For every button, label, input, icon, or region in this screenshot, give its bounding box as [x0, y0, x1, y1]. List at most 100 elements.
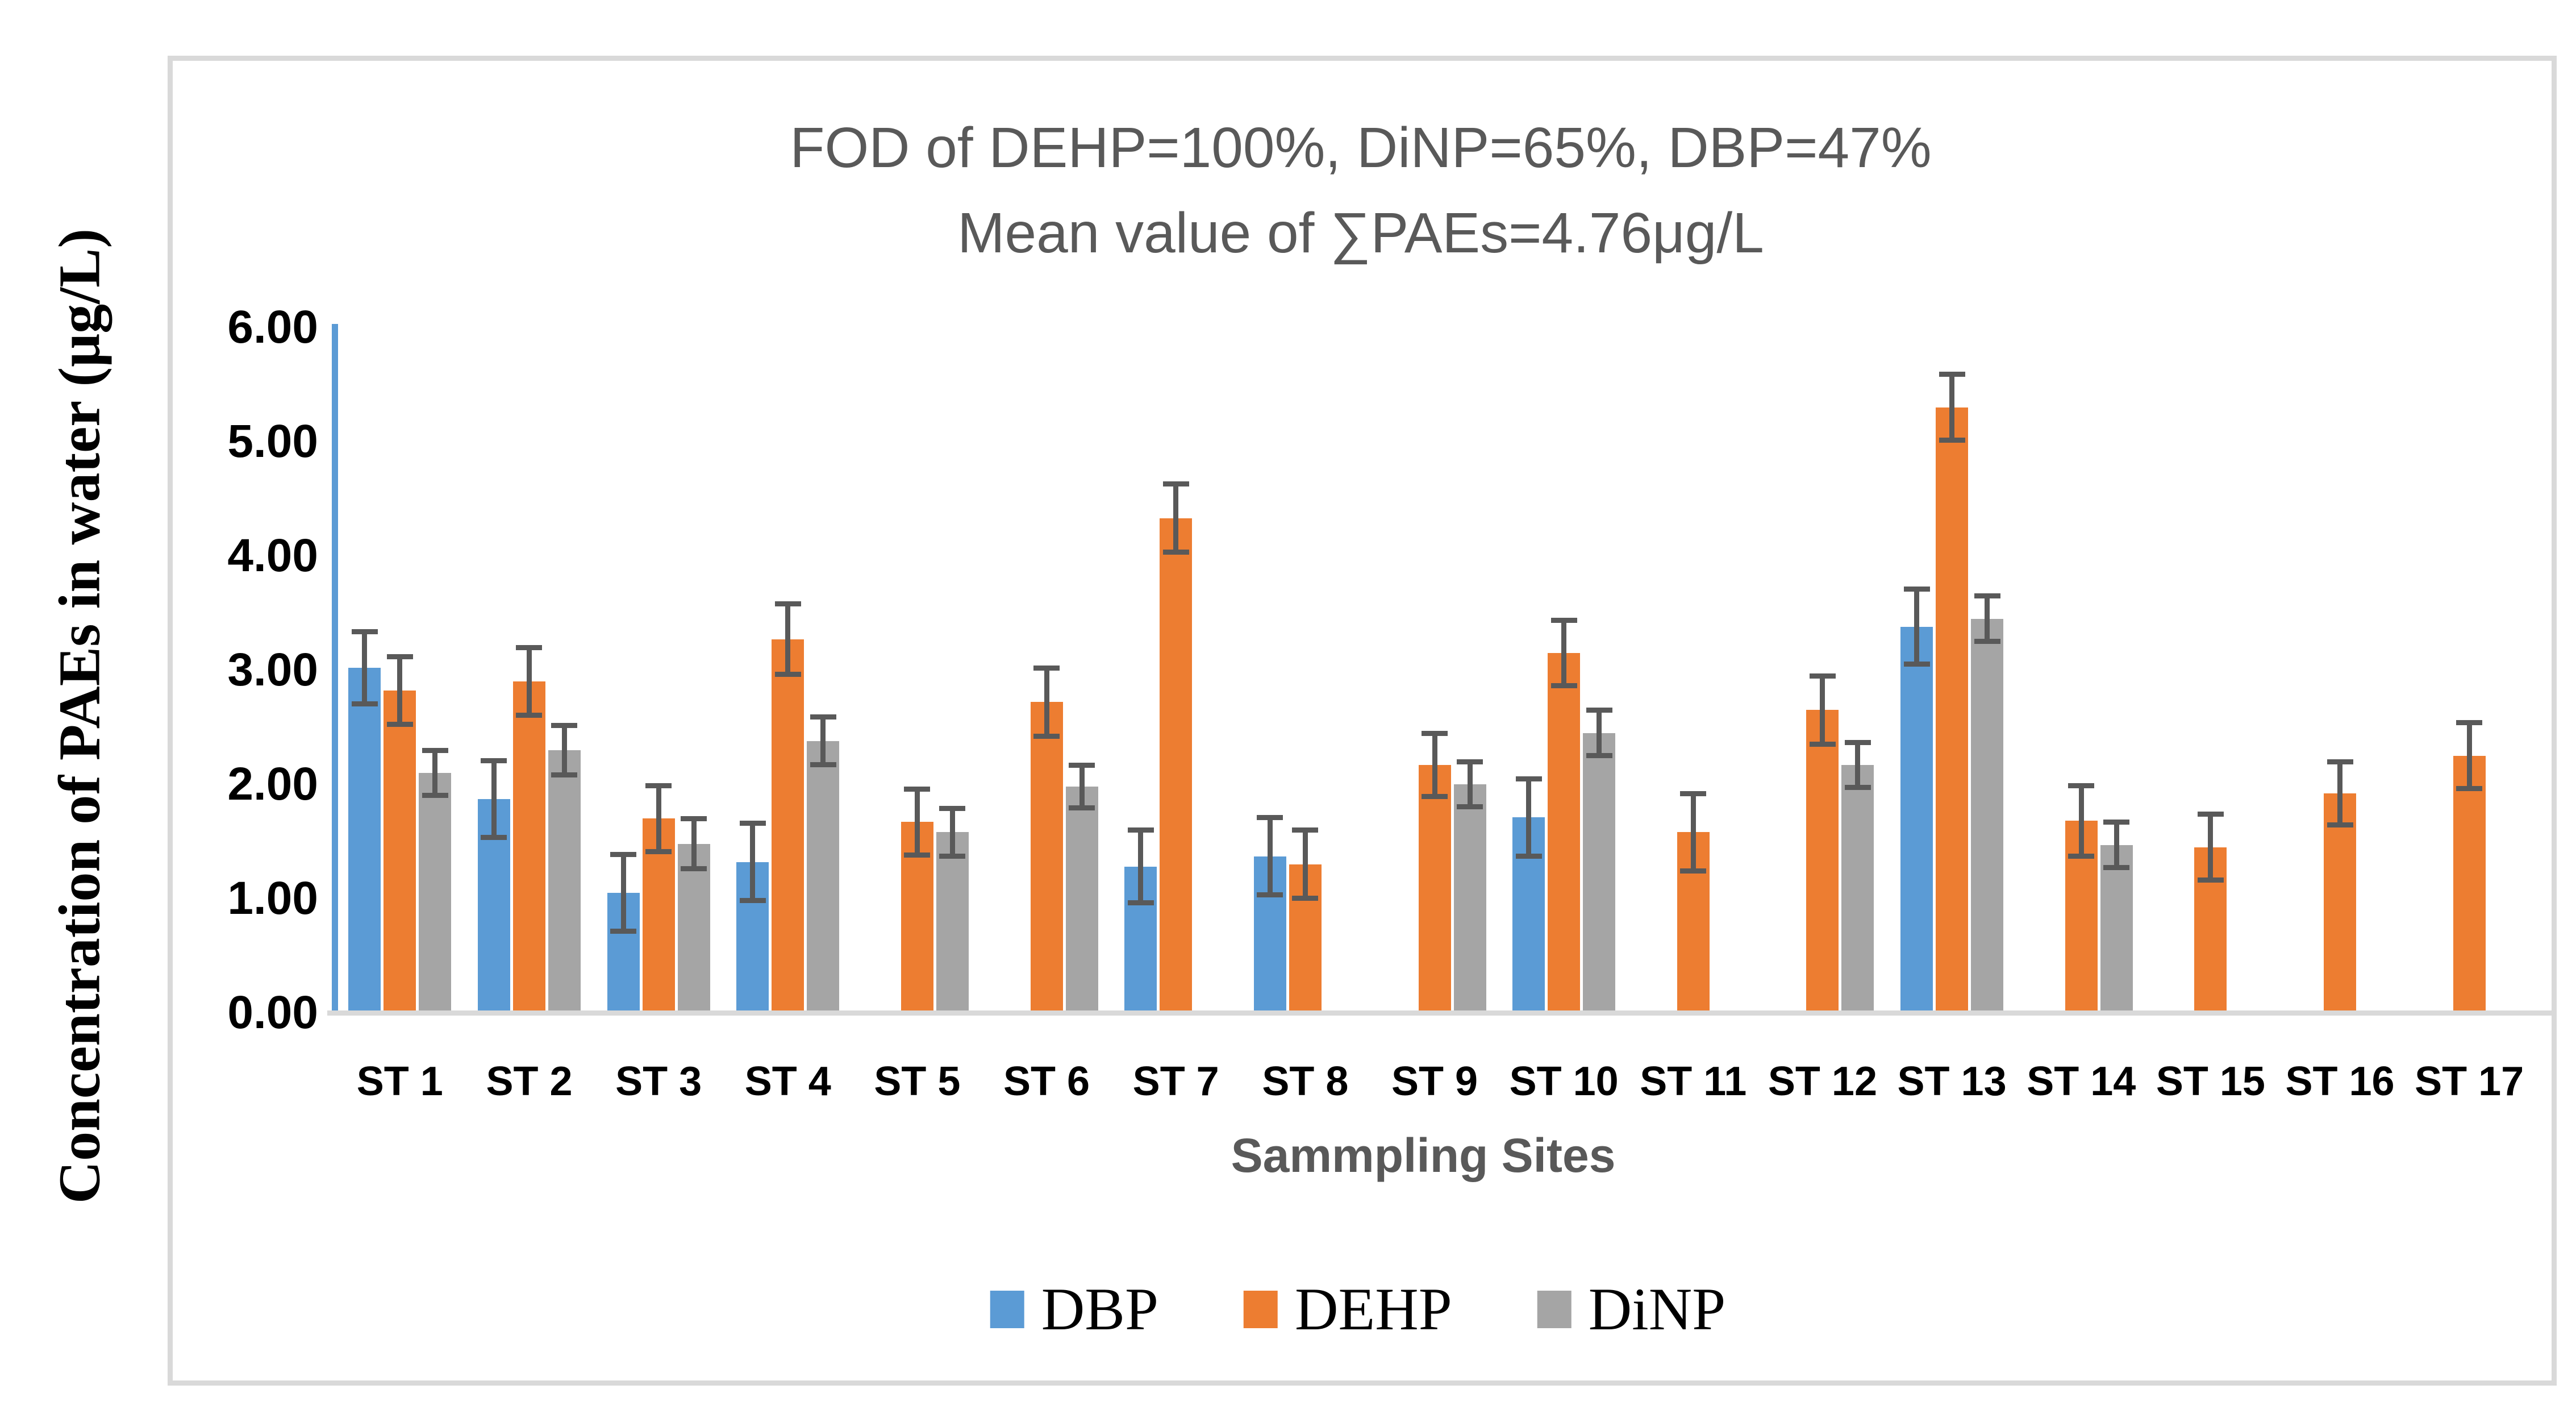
error-bar-cap-bottom-DiNP-ST-10: [1586, 752, 1612, 758]
error-bar-cap-bottom-DiNP-ST-4: [810, 762, 836, 767]
y-tick-label-6.00: 6.00: [227, 301, 318, 353]
x-tick-label-ST-8: ST 8: [1262, 1059, 1349, 1104]
error-bar-cap-top-DEHP-ST-17: [2456, 720, 2483, 726]
error-bar-cap-bottom-DBP-ST-1: [351, 701, 378, 707]
x-tick-label-ST-2: ST 2: [486, 1059, 573, 1104]
bar-DEHP-ST-12: [1806, 710, 1839, 1015]
x-tick-label-ST-13: ST 13: [1897, 1059, 2007, 1104]
x-tick-label-ST-15: ST 15: [2156, 1059, 2265, 1104]
error-bar-cap-bottom-DiNP-ST-2: [551, 772, 578, 777]
x-axis-title: Sammpling Sites: [1231, 1129, 1616, 1182]
error-bar-stem-DEHP-ST-11: [1690, 796, 1696, 869]
bar-DEHP-ST-16: [2324, 793, 2357, 1015]
error-bar-cap-bottom-DEHP-ST-3: [645, 849, 672, 854]
error-bar-cap-top-DiNP-ST-5: [939, 806, 966, 812]
error-bar-cap-bottom-DiNP-ST-13: [1974, 638, 2000, 644]
x-tick-label-ST-16: ST 16: [2285, 1059, 2395, 1104]
error-bar-cap-bottom-DEHP-ST-9: [1422, 794, 1448, 800]
error-bar-cap-top-DEHP-ST-6: [1033, 666, 1060, 671]
error-bar-stem-DBP-ST-10: [1526, 780, 1532, 854]
error-bar-cap-top-DiNP-ST-1: [422, 747, 448, 753]
y-tick-label-3.00: 3.00: [227, 644, 318, 696]
x-tick-label-ST-10: ST 10: [1509, 1059, 1619, 1104]
error-bar-stem-DEHP-ST-3: [656, 788, 661, 850]
error-bar-stem-DEHP-ST-5: [914, 791, 920, 853]
error-bar-stem-DEHP-ST-1: [397, 658, 403, 723]
error-bar-cap-top-DEHP-ST-2: [516, 644, 543, 650]
error-bar-cap-bottom-DBP-ST-10: [1515, 853, 1542, 859]
bar-DiNP-ST-13: [1971, 618, 2004, 1015]
error-bar-stem-DBP-ST-2: [491, 762, 497, 836]
error-bar-cap-top-DBP-ST-4: [739, 821, 766, 826]
error-bar-stem-DiNP-ST-1: [432, 752, 438, 794]
error-bar-cap-top-DEHP-ST-11: [1680, 791, 1707, 797]
bar-DEHP-ST-13: [1936, 407, 1969, 1015]
error-bar-cap-top-DiNP-ST-3: [681, 816, 707, 822]
error-bar-stem-DBP-ST-1: [362, 633, 368, 702]
error-bar-cap-top-DiNP-ST-10: [1586, 708, 1612, 713]
error-bar-stem-DEHP-ST-8: [1302, 832, 1308, 896]
error-bar-stem-DEHP-ST-7: [1173, 486, 1179, 550]
error-bar-cap-bottom-DEHP-ST-5: [904, 852, 931, 858]
error-bar-cap-top-DiNP-ST-9: [1457, 759, 1483, 764]
error-bar-cap-bottom-DBP-ST-8: [1257, 892, 1283, 897]
error-bar-stem-DEHP-ST-6: [1044, 670, 1049, 734]
error-bar-cap-bottom-DEHP-ST-17: [2456, 786, 2483, 792]
x-tick-label-ST-9: ST 9: [1391, 1059, 1478, 1104]
error-bar-cap-bottom-DEHP-ST-12: [1809, 741, 1836, 747]
error-bar-cap-top-DEHP-ST-8: [1292, 827, 1319, 833]
error-bar-stem-DEHP-ST-16: [2337, 763, 2343, 824]
bar-DEHP-ST-17: [2453, 755, 2486, 1015]
x-tick-label-ST-3: ST 3: [615, 1059, 702, 1104]
y-tick-label-4.00: 4.00: [227, 530, 318, 581]
error-bar-cap-top-DEHP-ST-5: [904, 787, 931, 792]
legend-swatch-DBP: [990, 1291, 1024, 1328]
bar-DEHP-ST-7: [1160, 518, 1193, 1015]
legend-swatch-DEHP: [1243, 1291, 1278, 1328]
error-bar-cap-bottom-DEHP-ST-11: [1680, 868, 1707, 874]
error-bar-cap-top-DBP-ST-7: [1127, 827, 1154, 833]
x-tick-label-ST-7: ST 7: [1132, 1059, 1219, 1104]
bar-DiNP-ST-1: [419, 772, 452, 1015]
error-bar-cap-bottom-DBP-ST-4: [739, 898, 766, 903]
legend-item-DBP: DBP: [990, 1275, 1158, 1344]
y-tick-label-2.00: 2.00: [227, 758, 318, 810]
error-bar-cap-top-DEHP-ST-3: [645, 783, 672, 789]
error-bar-cap-bottom-DEHP-ST-4: [774, 672, 801, 677]
error-bar-cap-bottom-DBP-ST-2: [481, 835, 507, 841]
bar-DiNP-ST-12: [1841, 764, 1874, 1015]
error-bar-cap-top-DBP-ST-2: [481, 758, 507, 763]
error-bar-cap-bottom-DBP-ST-7: [1127, 900, 1154, 906]
error-bar-stem-DBP-ST-13: [1914, 591, 1920, 662]
error-bar-stem-DiNP-ST-2: [561, 727, 567, 773]
error-bar-cap-top-DEHP-ST-1: [386, 654, 413, 659]
x-tick-label-ST-6: ST 6: [1003, 1059, 1090, 1104]
error-bar-cap-top-DEHP-ST-15: [2197, 812, 2224, 817]
error-bar-cap-bottom-DEHP-ST-15: [2197, 877, 2224, 883]
error-bar-stem-DiNP-ST-9: [1467, 763, 1473, 805]
error-bar-stem-DiNP-ST-10: [1597, 712, 1602, 754]
error-bar-cap-bottom-DEHP-ST-7: [1162, 549, 1189, 555]
bar-DBP-ST-13: [1900, 626, 1933, 1015]
error-bar-stem-DEHP-ST-12: [1820, 678, 1825, 742]
x-tick-label-ST-5: ST 5: [874, 1059, 961, 1104]
error-bar-cap-top-DiNP-ST-4: [810, 714, 836, 720]
error-bar-stem-DBP-ST-4: [750, 825, 756, 899]
y-tick-label-5.00: 5.00: [227, 415, 318, 467]
error-bar-stem-DBP-ST-8: [1267, 820, 1273, 893]
chart-title-line1: FOD of DEHP=100%, DiNP=65%, DBP=47%: [790, 116, 1932, 180]
y-axis-line: [332, 324, 338, 1015]
bar-DEHP-ST-1: [384, 691, 416, 1015]
error-bar-cap-top-DBP-ST-1: [351, 629, 378, 634]
bar-DiNP-ST-10: [1583, 733, 1616, 1015]
error-bar-stem-DEHP-ST-13: [1949, 376, 1955, 438]
error-bar-stem-DEHP-ST-9: [1432, 735, 1437, 795]
bar-DiNP-ST-14: [2100, 845, 2133, 1015]
error-bar-cap-top-DEHP-ST-4: [774, 601, 801, 607]
x-tick-label-ST-12: ST 12: [1768, 1059, 1877, 1104]
error-bar-cap-bottom-DBP-ST-3: [610, 929, 637, 934]
bar-DiNP-ST-5: [936, 832, 969, 1015]
error-bar-stem-DiNP-ST-4: [820, 719, 826, 763]
